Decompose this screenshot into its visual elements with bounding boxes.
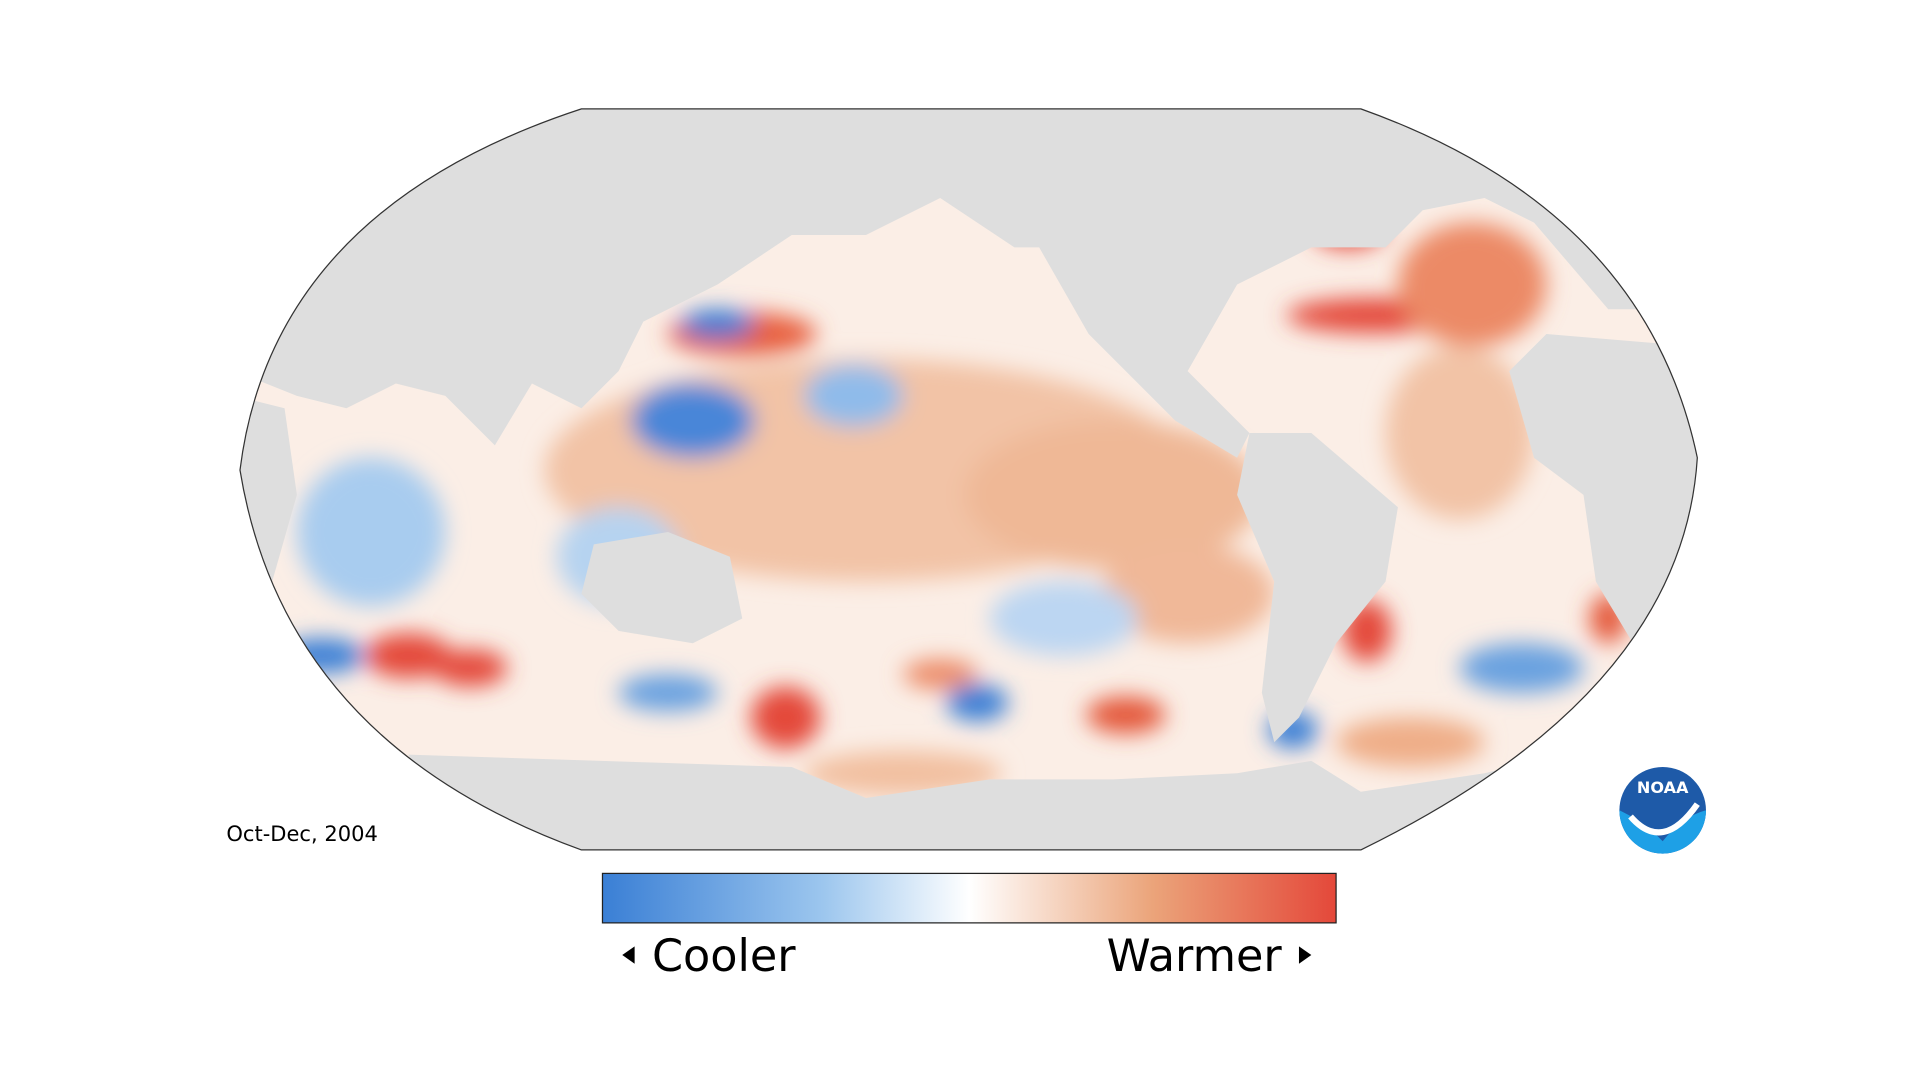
- map: [240, 108, 1698, 850]
- date-label: Oct-Dec, 2004: [226, 821, 377, 846]
- land: [240, 108, 1698, 850]
- right-arrow: [1298, 946, 1312, 964]
- map-outline: [239, 108, 1698, 851]
- legend-high: Warmer: [1107, 930, 1283, 982]
- noaa-logo: NOAA: [1619, 767, 1706, 854]
- color-scale: [601, 872, 1337, 924]
- anomaly-field: [278, 209, 1627, 796]
- legend-low: Cooler: [652, 930, 796, 982]
- logo-text: NOAA: [1637, 778, 1689, 797]
- left-arrow: [622, 946, 635, 964]
